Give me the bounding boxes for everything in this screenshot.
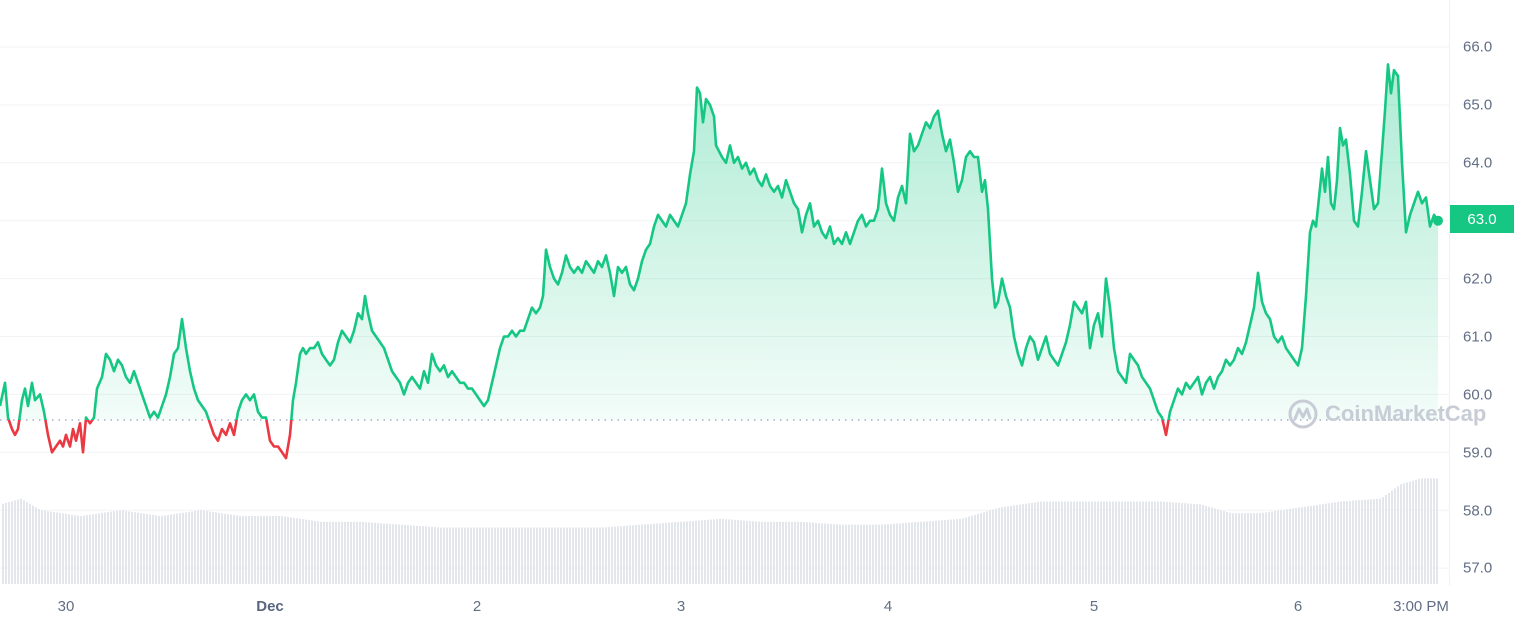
price-area-fill	[0, 64, 1438, 420]
y-tick-label: 65.0	[1463, 96, 1493, 114]
y-tick-label: 60.0	[1463, 386, 1493, 404]
x-tick-label: 5	[1089, 598, 1099, 615]
coinmarketcap-logo-icon	[1288, 399, 1318, 429]
y-axis-divider	[1449, 0, 1450, 586]
y-tick-label: 62.0	[1463, 270, 1493, 288]
current-price-dot	[1433, 215, 1443, 226]
x-tick-label: 4	[883, 598, 893, 615]
y-tick-label: 61.0	[1463, 328, 1493, 346]
y-tick-label: 64.0	[1463, 154, 1493, 172]
x-tick-label: 3	[676, 598, 686, 615]
y-tick-label: 57.0	[1463, 559, 1493, 577]
coinmarketcap-watermark: CoinMarketCap	[1287, 398, 1486, 430]
watermark-text: CoinMarketCap	[1325, 401, 1487, 426]
y-tick-label: 58.0	[1463, 502, 1493, 520]
current-price-badge: 63.0	[1450, 205, 1514, 233]
y-tick-label: 66.0	[1463, 38, 1493, 56]
x-tick-label: Dec	[256, 598, 284, 615]
price-line-up	[0, 63, 1440, 420]
y-tick-label: 59.0	[1463, 444, 1493, 462]
x-tick-label: 6	[1293, 598, 1303, 615]
x-tick-label: 30	[57, 598, 75, 615]
x-tick-label: 2	[472, 598, 482, 615]
x-tick-label: 3:00 PM	[1393, 598, 1449, 615]
volume-bars	[2, 478, 1438, 584]
